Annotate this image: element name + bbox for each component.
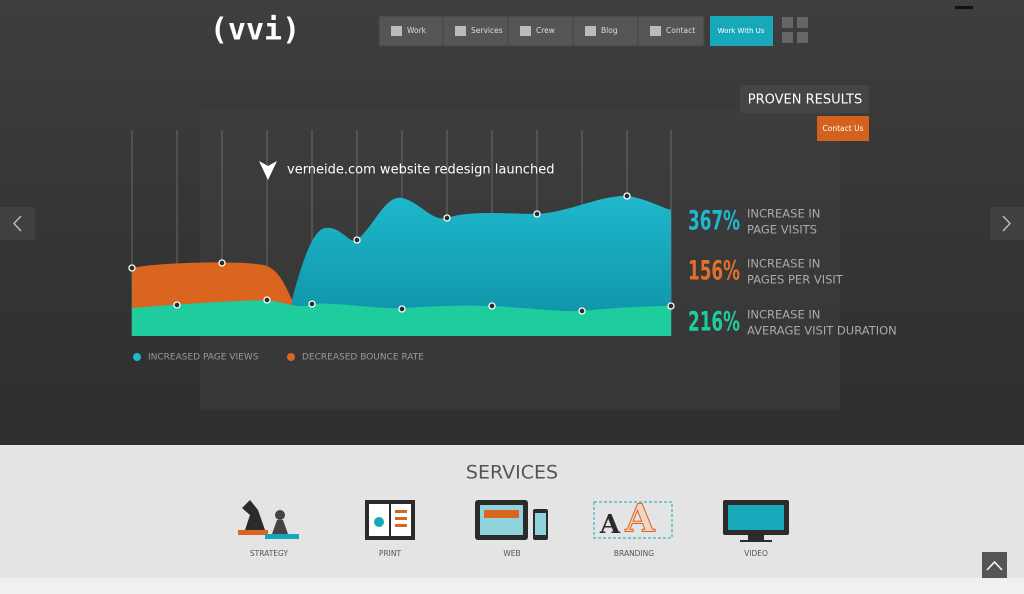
stat-text: INCREASE IN (747, 207, 820, 221)
next-icon (1002, 215, 1012, 232)
web-icon[interactable] (475, 500, 548, 540)
legend-label: INCREASED PAGE VIEWS (148, 353, 259, 363)
stat-value: 156% (688, 256, 740, 287)
nav-label[interactable]: Contact (666, 26, 695, 35)
svg-text:A: A (624, 496, 655, 541)
nav-item[interactable] (442, 15, 509, 47)
chart-dot (533, 210, 541, 218)
nav-icon (585, 26, 596, 36)
nav-label[interactable]: Work (407, 26, 427, 35)
facebook[interactable] (782, 17, 793, 28)
nav-label[interactable]: Services (471, 26, 503, 35)
annotation: verneide.com website redesign launched (287, 163, 554, 178)
service-label[interactable]: VIDEO (744, 549, 768, 558)
nav-icon (391, 26, 402, 36)
strategy-icon[interactable] (238, 500, 299, 539)
nav-item[interactable] (507, 15, 574, 47)
stat-text: INCREASE IN (747, 257, 820, 271)
prev-arrow[interactable] (0, 207, 35, 240)
chart-dots (128, 192, 675, 315)
cta-label[interactable]: Work With Us (718, 27, 765, 35)
video-icon[interactable] (723, 500, 789, 542)
service-label[interactable]: PRINT (379, 549, 402, 558)
stat-text: PAGES PER VISIT (747, 273, 844, 287)
nav-icon (455, 26, 466, 36)
next-arrow[interactable] (990, 207, 1024, 240)
stat-value: 367% (688, 206, 740, 237)
stats: 367% INCREASE IN PAGE VISITS 156% INCREASE I… (688, 206, 897, 338)
twitter[interactable] (797, 17, 808, 28)
stat-text: PAGE VISITS (747, 223, 817, 237)
chart-dot (353, 236, 361, 244)
chart-dot (173, 301, 181, 309)
chart-dot (218, 259, 226, 267)
nav-icon (650, 26, 661, 36)
title-box (740, 85, 869, 113)
cta-button[interactable] (710, 16, 773, 46)
google-plus[interactable] (797, 32, 808, 43)
views-area (292, 195, 671, 336)
logo[interactable]: (vvi) (210, 13, 300, 48)
svg-text:A: A (599, 510, 621, 540)
annotation-marker (259, 161, 277, 180)
service-label[interactable]: STRATEGY (250, 549, 289, 558)
nav-item[interactable] (572, 15, 639, 47)
service-label[interactable]: BRANDING (614, 549, 654, 558)
footer-strip (0, 578, 1024, 594)
stat-text: INCREASE IN (747, 308, 820, 322)
service-label[interactable]: WEB (503, 549, 520, 558)
chart-dot (308, 300, 316, 308)
stat-text: AVERAGE VISIT DURATION (747, 324, 897, 338)
nav: Work Services Crew Blog Contact (378, 15, 705, 47)
hero-title: PROVEN RESULTS (748, 93, 863, 108)
nav-label[interactable]: Blog (601, 26, 618, 35)
stat-value: 216% (688, 307, 740, 338)
print-icon[interactable] (365, 500, 415, 540)
chart-dot (488, 302, 496, 310)
chart-dot (623, 192, 631, 200)
legend-dot (133, 353, 141, 361)
contact-button[interactable] (817, 116, 869, 141)
service-labels: STRATEGY PRINT WEB BRANDING VIDEO (250, 549, 768, 558)
legend-label: DECREASED BOUNCE RATE (302, 353, 424, 363)
services-title: SERVICES (466, 462, 558, 484)
contact-label[interactable]: Contact Us (823, 124, 864, 133)
legend-dot (287, 353, 295, 361)
linkedin[interactable] (782, 32, 793, 43)
up-icon (986, 560, 1003, 571)
chart-dot (128, 264, 136, 272)
nav-icon (520, 26, 531, 36)
nav-label[interactable]: Crew (536, 26, 555, 35)
chart-dot (443, 214, 451, 222)
tab (955, 6, 973, 9)
back-to-top[interactable] (982, 552, 1007, 578)
duration-area (132, 300, 671, 336)
chart-dot (578, 307, 586, 315)
chart-dot (263, 296, 271, 304)
nav-item[interactable] (637, 15, 705, 47)
chart-dot (667, 302, 675, 310)
prev-icon (12, 215, 22, 232)
chart-dot (398, 305, 406, 313)
social (782, 17, 808, 43)
